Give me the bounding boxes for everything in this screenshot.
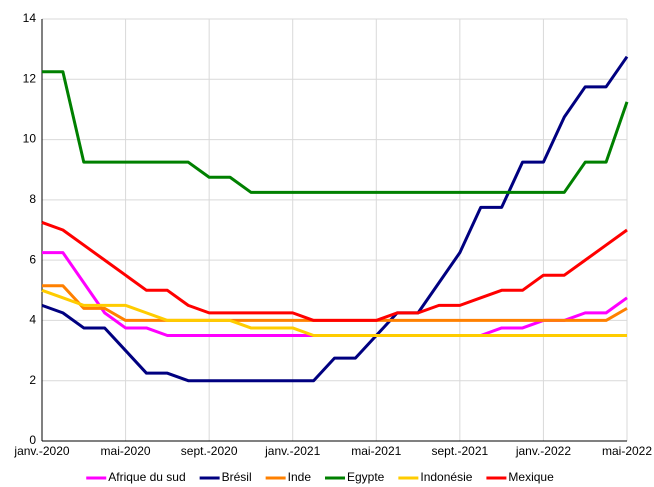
series-line	[42, 70, 629, 194]
y-tick-label: 2	[29, 373, 36, 387]
series-line	[42, 284, 628, 322]
y-tick-label: 10	[23, 132, 37, 146]
series-line	[41, 221, 628, 322]
x-tick-label: mai-2021	[351, 444, 401, 458]
y-tick-label: 0	[29, 433, 36, 447]
y-tick-label: 12	[23, 71, 37, 85]
y-tick-label: 6	[29, 252, 36, 266]
x-tick-label: mai-2022	[602, 444, 652, 458]
legend-label: Egypte	[347, 470, 385, 484]
legend-label: Indonésie	[420, 470, 472, 484]
x-tick-label: mai-2020	[101, 444, 151, 458]
series-line	[42, 251, 628, 337]
y-tick-label: 14	[23, 11, 37, 25]
series-line	[41, 55, 629, 383]
x-tick-label: sept.-2020	[181, 444, 238, 458]
legend-label: Mexique	[508, 470, 554, 484]
x-tick-label: janv.-2022	[515, 444, 571, 458]
legend-label: Brésil	[222, 470, 252, 484]
x-tick-label: janv.-2020	[13, 444, 69, 458]
y-tick-label: 8	[29, 192, 36, 206]
x-tick-label: janv.-2021	[264, 444, 320, 458]
y-tick-label: 4	[29, 313, 36, 327]
x-tick-label: sept.-2021	[431, 444, 488, 458]
series-line	[41, 288, 627, 337]
legend-label: Inde	[288, 470, 312, 484]
legend-label: Afrique du sud	[108, 470, 185, 484]
